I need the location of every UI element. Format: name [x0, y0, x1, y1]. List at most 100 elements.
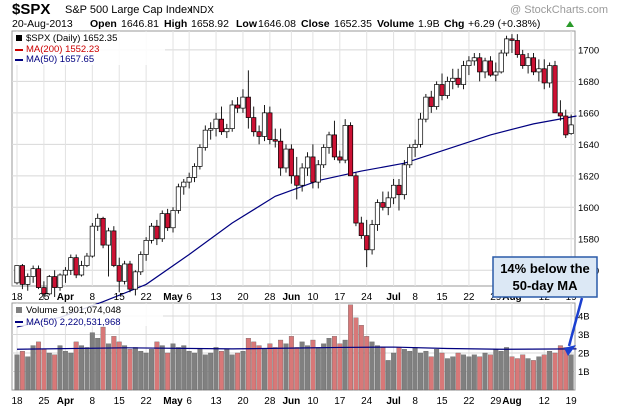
candle — [30, 265, 36, 283]
candle — [568, 114, 574, 135]
volume-bar — [100, 326, 106, 391]
candle-body-up — [181, 181, 187, 188]
volume-bar — [520, 354, 526, 391]
close-value: 1652.35 — [334, 18, 372, 30]
candle — [466, 56, 472, 76]
annotation-line2: 50-day MA — [512, 278, 578, 293]
candle — [202, 125, 208, 151]
candle — [471, 53, 477, 66]
x-axis-labels-bottom: 18 25 Apr 8 15 22 May 6 13 20 28 Jun 10 17 24 Jul 8 15 22 2… — [11, 396, 577, 407]
candle-body-down — [477, 57, 483, 73]
candle — [348, 122, 354, 177]
candle — [224, 123, 230, 139]
volume-bar — [407, 350, 413, 391]
candle-body-up — [30, 268, 36, 277]
candle-body-down — [310, 156, 316, 183]
x-tick-label: Jun — [282, 292, 300, 303]
candle-body-down — [35, 268, 42, 288]
candle-body-down — [514, 40, 520, 55]
candle-body-up — [229, 104, 235, 129]
price-axis: 15601580160016201640166016801700 — [578, 45, 599, 276]
candle-body-up — [369, 224, 375, 251]
candle-body-down — [267, 112, 273, 140]
candle-body-up — [536, 68, 542, 73]
candle-body-up — [197, 147, 203, 167]
candle — [283, 144, 289, 173]
candle-body-up — [434, 84, 440, 107]
volume-bar — [46, 352, 52, 391]
volume-bar — [84, 347, 90, 391]
candle-body-up — [423, 96, 429, 120]
candle-body-down — [73, 257, 79, 276]
volume-bar — [396, 347, 402, 391]
candle-body-down — [563, 115, 569, 136]
candle — [364, 219, 370, 268]
candle-body-down — [154, 225, 160, 240]
volume-bar — [79, 345, 85, 391]
candle-body-up — [417, 118, 424, 145]
volume-bar — [197, 349, 203, 391]
x-tick-label: 20 — [237, 396, 249, 407]
x-tick-label: 18 — [11, 292, 23, 303]
candle-body-up — [132, 271, 138, 290]
x-tick-label: Jul — [386, 396, 401, 407]
candle-body-up — [401, 164, 407, 196]
volume-bar — [229, 354, 235, 391]
volume-bar — [25, 356, 31, 391]
candle-body-up — [450, 77, 456, 82]
candle-body-down — [337, 156, 343, 161]
candle — [79, 260, 85, 277]
volume-tick-label: 2B — [578, 348, 590, 359]
volume-bar — [531, 360, 536, 391]
candle-body-down — [348, 125, 354, 177]
candle-body-up — [283, 148, 289, 169]
volume-bar — [170, 343, 176, 391]
volume-bar — [127, 349, 133, 391]
candle-body-up — [466, 60, 472, 66]
candle-body-up — [191, 166, 198, 178]
candle — [331, 120, 337, 161]
candle — [358, 216, 364, 239]
candle — [342, 119, 348, 164]
chg-value: +6.29 (+0.38%) — [468, 18, 540, 30]
candle-body-up — [122, 263, 128, 282]
candle-body-down — [52, 276, 58, 288]
close-label: Close — [301, 18, 330, 30]
candle — [245, 70, 251, 129]
x-tick-label: 10 — [307, 396, 319, 407]
candle-body-up — [321, 147, 327, 166]
candle-body-down — [294, 175, 300, 186]
chg-label: Chg — [444, 18, 464, 30]
candle — [208, 122, 214, 140]
candle-body-down — [111, 230, 117, 266]
candle — [41, 281, 47, 299]
candle — [159, 210, 165, 242]
candle — [315, 160, 321, 189]
x-tick-label: Apr — [57, 292, 74, 303]
volume-bar — [493, 349, 499, 391]
volume-bar — [541, 354, 547, 391]
candle — [197, 144, 203, 170]
candle — [138, 251, 144, 275]
volume-bar — [202, 354, 208, 391]
price-tick-label: 1580 — [578, 234, 599, 245]
candle — [213, 112, 219, 137]
volume-bar — [337, 343, 343, 391]
candle-body-up — [412, 143, 418, 148]
candle-body-up — [374, 202, 381, 225]
x-tick-label: 24 — [361, 292, 373, 303]
volume-ma-line — [16, 346, 577, 350]
candle-body-up — [68, 257, 74, 271]
candle-body-up — [25, 276, 31, 285]
volume-bar — [213, 347, 219, 391]
volume-bar — [418, 352, 423, 391]
candle-body-down — [541, 68, 547, 84]
candle — [380, 191, 386, 211]
x-tick-label: 13 — [210, 396, 222, 407]
candle-body-up — [148, 225, 155, 241]
volume-bar — [428, 356, 434, 391]
volume-value: 1.9B — [418, 18, 440, 30]
candle-body-up — [240, 96, 246, 109]
candle — [520, 49, 526, 69]
